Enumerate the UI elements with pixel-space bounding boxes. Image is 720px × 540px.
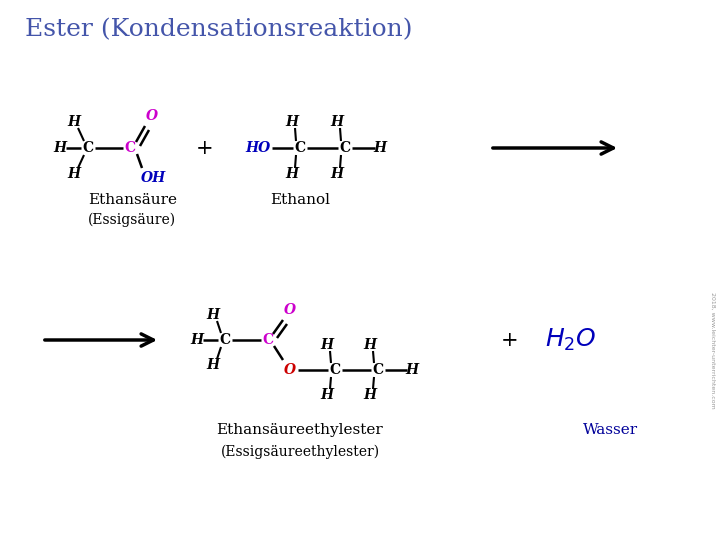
Text: H: H [364, 338, 377, 352]
Text: H: H [320, 388, 333, 402]
Text: Ethanol: Ethanol [270, 193, 330, 207]
Text: H: H [53, 141, 66, 155]
Text: HO: HO [246, 141, 271, 155]
Text: C: C [294, 141, 305, 155]
Text: Wasser: Wasser [582, 423, 638, 437]
Text: H: H [68, 167, 81, 181]
Text: C: C [339, 141, 351, 155]
Text: H: H [285, 167, 299, 181]
Text: 2018, www.leichter-unterrichten.com: 2018, www.leichter-unterrichten.com [711, 292, 716, 408]
Text: C: C [125, 141, 135, 155]
Text: C: C [82, 141, 94, 155]
Text: H: H [374, 141, 387, 155]
Text: H: H [330, 115, 343, 129]
Text: Ethansäureethylester: Ethansäureethylester [217, 423, 383, 437]
Text: H: H [405, 363, 418, 377]
Text: OH: OH [141, 171, 166, 185]
Text: O: O [284, 303, 296, 317]
Text: (Essigsäureethylester): (Essigsäureethylester) [220, 445, 379, 459]
Text: H: H [364, 388, 377, 402]
Text: Ethansäure: Ethansäure [88, 193, 177, 207]
Text: O: O [284, 363, 296, 377]
Text: Ester (Kondensationsreaktion): Ester (Kondensationsreaktion) [25, 18, 413, 41]
Text: H: H [207, 308, 220, 322]
Text: O: O [146, 109, 158, 123]
Text: +: + [196, 138, 214, 158]
Text: H: H [68, 115, 81, 129]
Text: H: H [190, 333, 204, 347]
Text: H: H [285, 115, 299, 129]
Text: C: C [372, 363, 384, 377]
Text: H: H [330, 167, 343, 181]
Text: H: H [320, 338, 333, 352]
Text: H: H [207, 358, 220, 372]
Text: (Essigsäure): (Essigsäure) [88, 213, 176, 227]
Text: $\mathit{H_2O}$: $\mathit{H_2O}$ [545, 327, 596, 353]
Text: C: C [330, 363, 341, 377]
Text: +: + [501, 330, 519, 349]
Text: C: C [262, 333, 274, 347]
Text: C: C [220, 333, 230, 347]
